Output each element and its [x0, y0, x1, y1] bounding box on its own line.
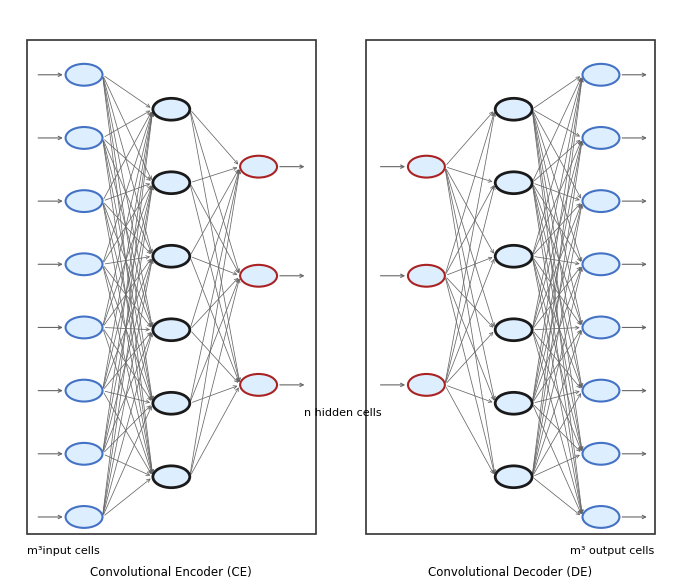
Ellipse shape	[582, 64, 619, 86]
Bar	[366, 40, 655, 534]
Ellipse shape	[66, 64, 103, 86]
Ellipse shape	[582, 506, 619, 528]
Ellipse shape	[495, 319, 532, 340]
Ellipse shape	[153, 246, 190, 267]
Ellipse shape	[495, 98, 532, 120]
Ellipse shape	[495, 393, 532, 414]
Ellipse shape	[66, 380, 103, 401]
Ellipse shape	[408, 374, 445, 396]
Text: m³ output cells: m³ output cells	[571, 546, 655, 556]
Ellipse shape	[495, 466, 532, 488]
Ellipse shape	[153, 98, 190, 120]
Ellipse shape	[66, 190, 103, 212]
Ellipse shape	[153, 172, 190, 193]
Ellipse shape	[66, 443, 103, 465]
Ellipse shape	[582, 380, 619, 401]
Ellipse shape	[582, 253, 619, 275]
Ellipse shape	[495, 172, 532, 193]
Text: Convolutional Encoder (CE): Convolutional Encoder (CE)	[90, 566, 252, 579]
Text: Convolutional Decoder (DE): Convolutional Decoder (DE)	[428, 566, 593, 579]
Ellipse shape	[66, 316, 103, 338]
Ellipse shape	[240, 374, 277, 396]
Ellipse shape	[495, 246, 532, 267]
Ellipse shape	[582, 443, 619, 465]
Ellipse shape	[408, 265, 445, 287]
Bar	[27, 40, 316, 534]
Ellipse shape	[240, 156, 277, 178]
Text: m³input cells: m³input cells	[27, 546, 100, 556]
Ellipse shape	[582, 316, 619, 338]
Ellipse shape	[582, 127, 619, 149]
Text: n hidden cells: n hidden cells	[303, 408, 382, 418]
Ellipse shape	[408, 156, 445, 178]
Ellipse shape	[66, 127, 103, 149]
Ellipse shape	[153, 393, 190, 414]
Ellipse shape	[153, 466, 190, 488]
Ellipse shape	[240, 265, 277, 287]
Ellipse shape	[66, 506, 103, 528]
Ellipse shape	[153, 319, 190, 340]
Ellipse shape	[582, 190, 619, 212]
Ellipse shape	[66, 253, 103, 275]
